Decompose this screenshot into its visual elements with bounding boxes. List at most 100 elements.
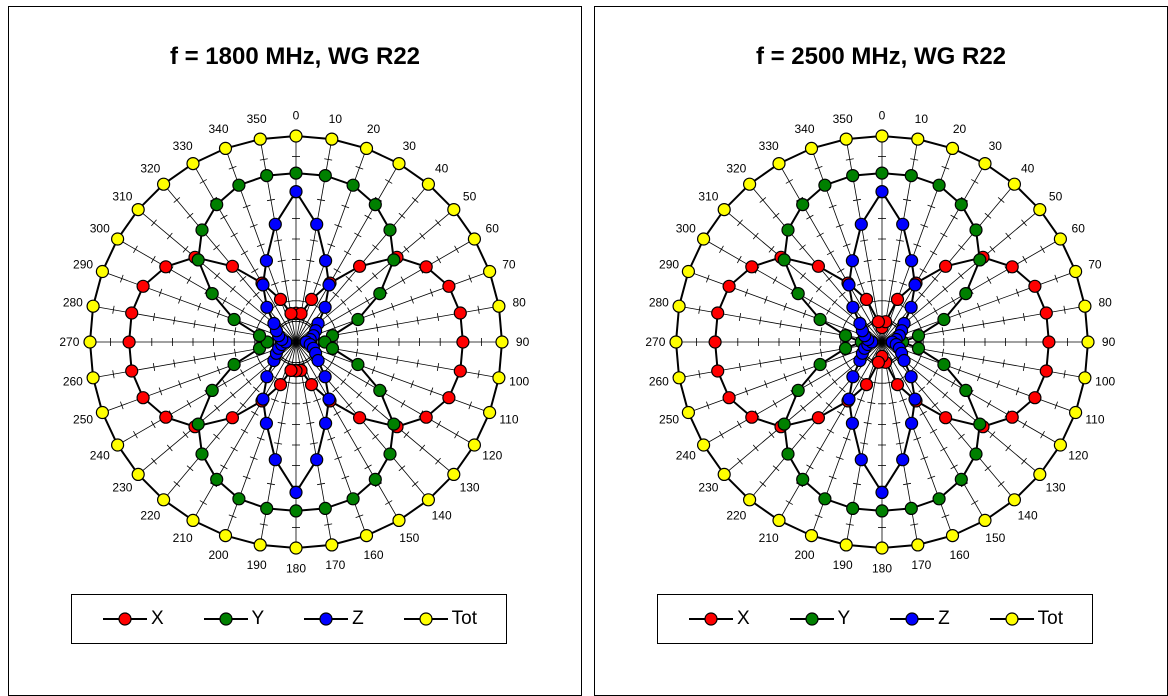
spoke-tick <box>1021 457 1027 465</box>
data-point-tot <box>1081 335 1095 349</box>
data-point-y <box>959 287 973 301</box>
data-point-x <box>939 411 953 425</box>
spoke-tick <box>915 317 921 326</box>
data-point-x <box>453 364 467 378</box>
spoke-tick <box>941 327 944 336</box>
spoke-tick <box>737 457 743 465</box>
spoke-tick <box>230 446 238 452</box>
spoke-tick <box>245 298 252 306</box>
spoke-tick <box>468 274 472 283</box>
spoke-tick <box>1040 245 1045 253</box>
data-point-tot <box>325 538 339 552</box>
spoke-tick <box>918 386 926 393</box>
data-point-tot <box>743 493 757 507</box>
angle-label: 80 <box>512 296 526 310</box>
data-point-x <box>136 391 150 405</box>
spoke-tick <box>816 391 822 399</box>
angle-label: 30 <box>989 139 1003 153</box>
legend-label-tot: Tot <box>451 608 478 629</box>
data-point-x <box>442 279 456 293</box>
spoke-tick <box>942 285 948 293</box>
data-point-y <box>838 329 853 343</box>
spoke-tick <box>926 378 933 386</box>
data-point-y <box>969 447 983 461</box>
data-point-x <box>859 378 874 392</box>
data-point-x <box>419 260 433 274</box>
spoke-tick <box>799 323 802 332</box>
angle-label: 270 <box>59 335 79 349</box>
data-point-y <box>813 357 827 372</box>
data-point-tot <box>681 264 696 279</box>
spoke-tick <box>759 316 762 325</box>
spoke-tick <box>112 305 115 314</box>
spoke-tick <box>309 442 318 445</box>
spoke-tick <box>915 358 921 367</box>
legend-item-x: X <box>687 608 750 630</box>
spoke-tick <box>281 401 290 404</box>
data-point-x <box>125 306 139 320</box>
spoke-tick <box>435 457 441 465</box>
data-point-z <box>842 278 856 292</box>
data-point-tot <box>110 438 125 452</box>
spoke-tick <box>333 411 341 416</box>
angle-label: 70 <box>1088 257 1102 271</box>
data-point-tot <box>804 141 819 155</box>
spoke-tick <box>958 404 964 412</box>
data-point-z <box>256 278 270 292</box>
spoke-tick <box>391 302 395 311</box>
spoke-tick <box>903 482 912 486</box>
data-point-z <box>853 316 867 331</box>
spoke-tick <box>1063 305 1066 314</box>
data-point-tot <box>186 157 200 171</box>
data-point-y <box>973 253 987 267</box>
spoke-tick <box>1022 420 1028 429</box>
angle-label: 230 <box>112 481 132 495</box>
spoke-tick <box>270 398 279 402</box>
spoke-tick <box>329 358 335 367</box>
data-point-z <box>260 370 274 384</box>
data-point-y <box>346 492 360 506</box>
data-point-tot <box>1069 405 1083 420</box>
spoke-tick <box>411 481 419 487</box>
spoke-tick <box>230 232 238 238</box>
data-point-tot <box>131 467 145 481</box>
spoke-tick <box>929 250 938 256</box>
spoke-tick <box>828 475 837 480</box>
spoke-tick <box>317 198 326 202</box>
spoke-tick <box>166 444 173 452</box>
spoke-tick <box>193 320 196 329</box>
data-point-x <box>811 259 825 273</box>
data-point-tot <box>1033 203 1047 217</box>
spoke-tick <box>800 404 806 412</box>
angle-label: 40 <box>435 161 449 175</box>
spoke-tick <box>332 386 340 393</box>
spoke-tick <box>317 482 326 486</box>
spoke-tick <box>842 437 851 441</box>
angle-label: 350 <box>247 112 267 126</box>
spoke-tick <box>814 514 823 518</box>
angle-label: 310 <box>698 189 718 203</box>
spoke-tick <box>356 391 362 399</box>
legend-marker-y <box>789 612 834 626</box>
data-point-tot <box>672 299 686 313</box>
spoke-tick <box>341 475 350 480</box>
spoke-tick <box>182 245 189 253</box>
angle-label: 200 <box>208 548 228 562</box>
spoke-tick <box>826 250 835 256</box>
spoke-tick <box>364 464 372 470</box>
spoke-tick <box>895 442 904 445</box>
data-point-x <box>456 335 470 349</box>
data-point-x <box>273 292 288 306</box>
spoke-tick <box>1002 359 1005 368</box>
data-point-tot <box>1053 438 1067 452</box>
data-point-tot <box>95 405 110 420</box>
spoke-tick <box>1005 232 1012 240</box>
spoke-tick <box>240 428 249 434</box>
data-point-y <box>318 501 332 515</box>
legend-marker-z <box>890 612 935 626</box>
spoke-tick <box>860 442 869 445</box>
spoke-tick <box>957 366 962 375</box>
spoke-tick <box>926 298 933 306</box>
spoke-tick <box>398 465 406 472</box>
angle-label: 350 <box>833 112 853 126</box>
